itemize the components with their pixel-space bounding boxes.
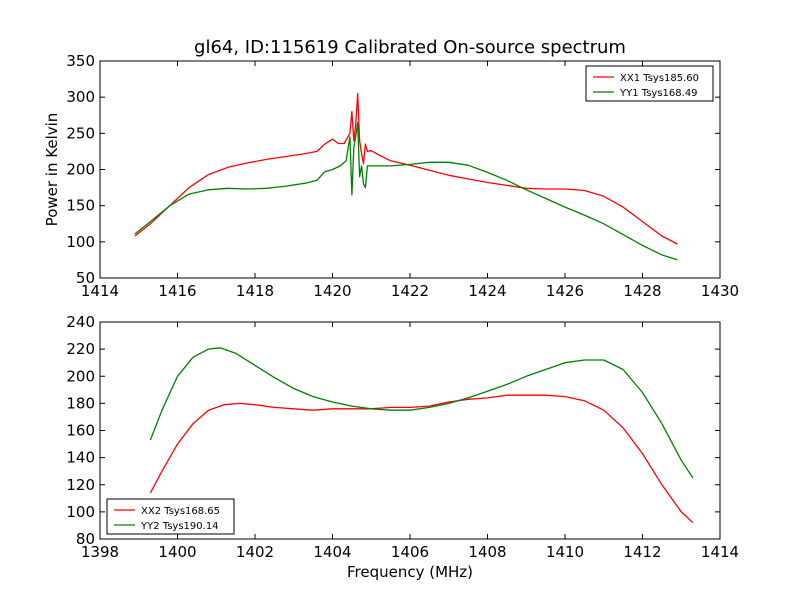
y-tick-label: 350 [66,52,95,70]
x-tick-label: 1414 [81,282,119,300]
legend-label: XX2 Tsys168.65 [141,506,220,517]
x-tick-label: 1420 [313,282,351,300]
x-tick-label: 1408 [468,543,506,561]
y-tick-label: 200 [66,367,95,385]
x-tick-label: 1422 [391,282,429,300]
series-line-xx2 [149,394,694,524]
x-tick-label: 1424 [468,282,506,300]
y-tick-label: 250 [66,124,95,142]
legend: XX2 Tsys168.65 YY2 Tsys190.14 [106,498,235,535]
x-tick-label: 1404 [313,543,351,561]
x-tick-label: 1426 [546,282,584,300]
x-tick-label: 1410 [546,543,584,561]
legend: XX1 Tsys185.60 YY1 Tsys168.49 [585,65,714,102]
y-tick-label: 300 [66,88,95,106]
legend-box [106,498,235,535]
y-tick-label: 160 [66,422,95,440]
figure-title: gl64, ID:115619 Calibrated On-source spe… [194,37,626,58]
y-tick-label: 100 [66,233,95,251]
y-tick-label: 150 [66,197,95,215]
x-tick-label: 1414 [701,543,739,561]
y-tick-label: 240 [66,313,95,331]
y-axis-label: Power in Kelvin [43,113,61,227]
top-plot: 1414 1416 1418 1420 1422 1424 1426 1428 1430 50 10… [43,52,739,300]
x-tick-label: 1398 [81,543,119,561]
series-line-yy1 [134,121,678,261]
x-axis-label: Frequency (MHz) [347,563,473,581]
x-tick-label: 1418 [236,282,274,300]
y-tick-label: 140 [66,449,95,467]
x-tick-label: 1430 [701,282,739,300]
bottom-plot: 1398 1400 1402 1404 1406 1408 1410 1412 1414 80 10… [66,313,739,581]
x-tick-label: 1400 [158,543,196,561]
legend-label: YY2 Tsys190.14 [140,521,219,532]
y-tick-label: 100 [66,503,95,521]
x-tick-label: 1412 [623,543,661,561]
x-tick-label: 1402 [236,543,274,561]
legend-label: YY1 Tsys168.49 [619,88,698,99]
y-tick-label: 220 [66,340,95,358]
y-tick-label: 120 [66,476,95,494]
x-tick-label: 1428 [623,282,661,300]
series-line-yy2 [149,347,694,479]
y-tick-label: 80 [76,530,95,548]
legend-box [585,65,714,102]
legend-label: XX1 Tsys185.60 [620,73,699,84]
y-tick-label: 200 [66,161,95,179]
series-line-xx1 [134,92,678,245]
y-tick-label: 180 [66,394,95,412]
x-tick-label: 1406 [391,543,429,561]
x-tick-label: 1416 [158,282,196,300]
y-tick-label: 50 [76,269,95,287]
